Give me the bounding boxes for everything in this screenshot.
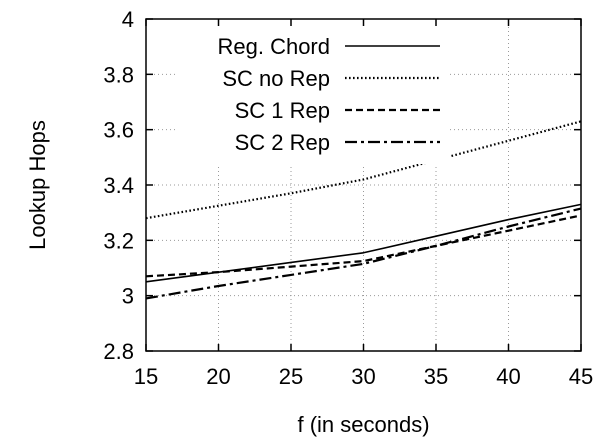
y-tick-label: 3.6 xyxy=(103,118,134,143)
x-tick-label: 45 xyxy=(569,364,593,389)
legend-background xyxy=(176,24,450,164)
y-tick-label: 3.8 xyxy=(103,62,134,87)
x-tick-label: 40 xyxy=(496,364,520,389)
legend: Reg. Chord SC no Rep SC 1 Rep SC 2 Rep xyxy=(176,24,450,164)
y-tick-label: 3 xyxy=(122,284,134,309)
series-line-sc-2-rep xyxy=(145,207,582,300)
legend-label: SC 1 Rep xyxy=(235,98,330,123)
legend-label: SC no Rep xyxy=(222,66,330,91)
x-tick-label: 15 xyxy=(134,364,158,389)
x-tick-label: 30 xyxy=(351,364,375,389)
legend-label: SC 2 Rep xyxy=(235,130,330,155)
series-line-sc-1-rep xyxy=(145,214,582,278)
y-tick-label: 3.2 xyxy=(103,228,134,253)
y-axis-label: Lookup Hops xyxy=(25,120,50,250)
axis-ticks: 15 20 25 30 35 40 45 2.8 3 3.2 3.4 3.6 3.8 4 xyxy=(103,7,593,389)
series-lines xyxy=(145,120,582,300)
y-tick-label: 4 xyxy=(122,7,134,32)
x-tick-label: 25 xyxy=(279,364,303,389)
legend-label: Reg. Chord xyxy=(217,34,330,59)
x-tick-label: 20 xyxy=(206,364,230,389)
series-line-sc-no-rep xyxy=(145,120,582,220)
y-tick-label: 2.8 xyxy=(103,339,134,364)
y-tick-label: 3.4 xyxy=(103,173,134,198)
x-axis-label: f (in seconds) xyxy=(297,412,429,437)
x-tick-label: 35 xyxy=(424,364,448,389)
